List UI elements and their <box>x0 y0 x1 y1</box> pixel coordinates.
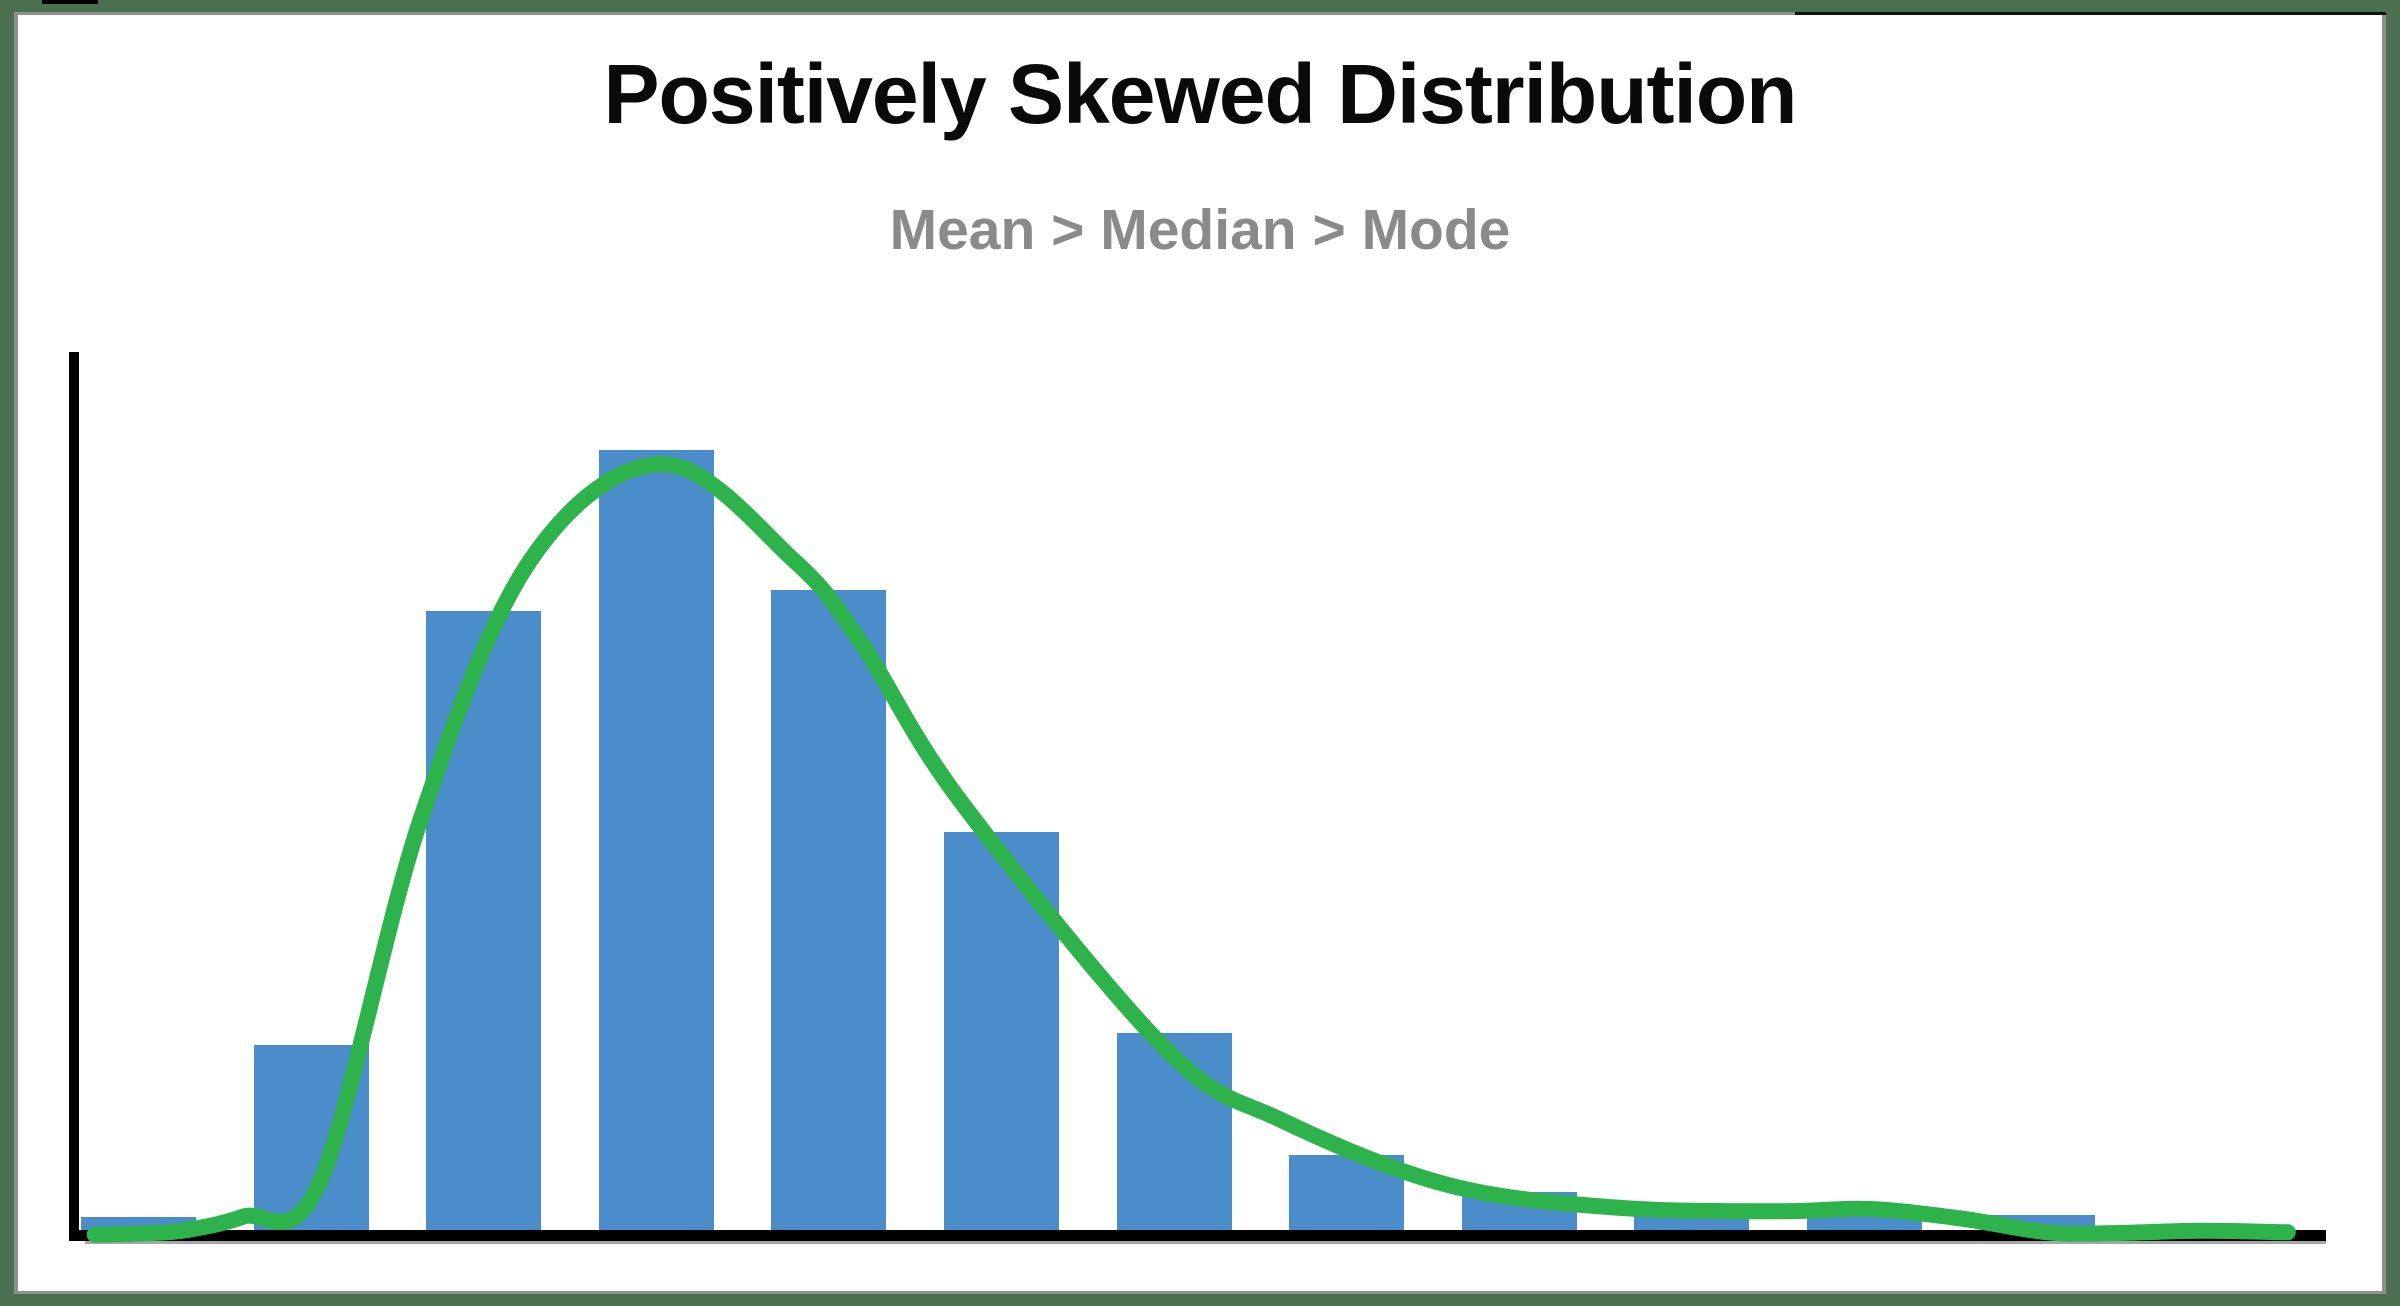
y-axis <box>69 352 79 1241</box>
chart-title: Positively Skewed Distribution <box>603 47 1798 141</box>
bar-bin-11 <box>1807 1214 1922 1230</box>
bar-bin-5 <box>771 590 886 1230</box>
bar-bin-8 <box>1289 1155 1404 1230</box>
bar-bin-3 <box>426 611 541 1230</box>
bar-bin-10 <box>1634 1215 1749 1230</box>
x-axis-shadow <box>85 1241 2326 1244</box>
bar-bin-2 <box>254 1045 369 1230</box>
chart-subtitle: Mean > Median > Mode <box>889 198 1511 262</box>
top-inner-dark-line <box>1795 12 2386 15</box>
bar-bin-7 <box>1117 1033 1232 1230</box>
top-edge-artifact <box>42 0 98 4</box>
bar-bin-9 <box>1462 1192 1577 1230</box>
bar-bin-1 <box>81 1217 196 1230</box>
bar-bin-6 <box>944 832 1059 1230</box>
bar-bin-12 <box>1980 1215 2095 1230</box>
bar-bin-4 <box>599 450 714 1230</box>
x-axis <box>69 1230 2326 1241</box>
